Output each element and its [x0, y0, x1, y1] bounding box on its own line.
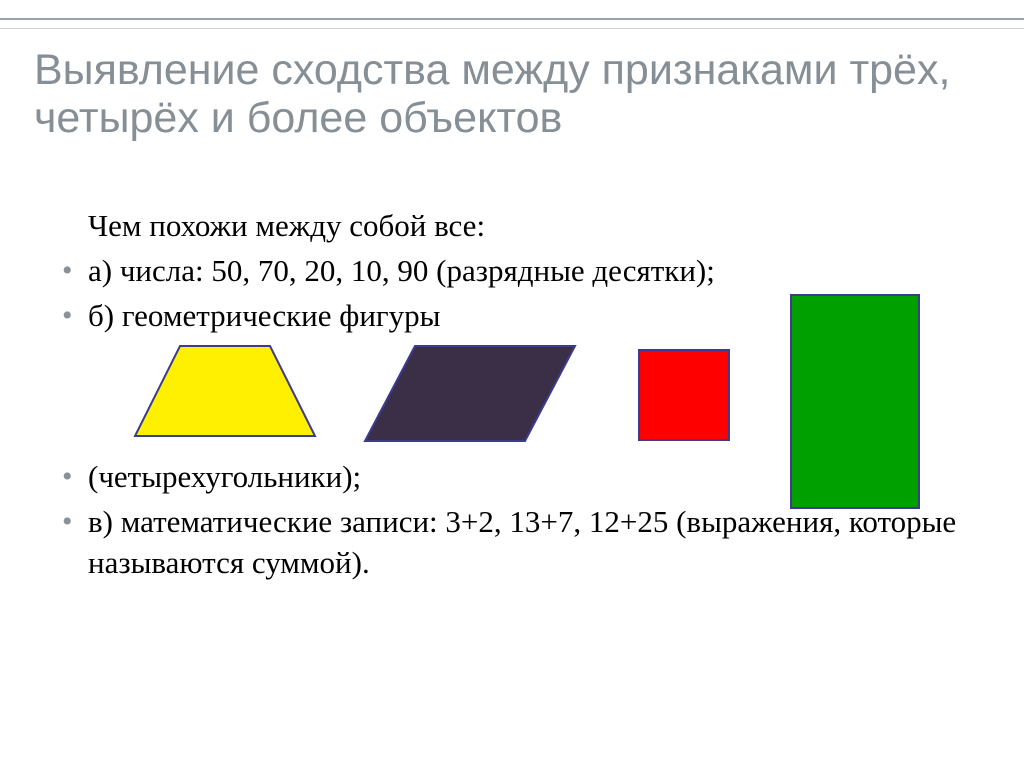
trapezoid-shape	[130, 341, 320, 441]
parallelogram-polygon	[365, 346, 575, 441]
top-rule	[0, 18, 1024, 20]
slide-title: Выявление сходства между признаками трёх…	[34, 46, 984, 142]
square-shape	[638, 349, 730, 441]
bullet-c: в) математические записи: 3+2, 13+7, 12+…	[60, 502, 974, 584]
green-rectangle-shape	[790, 294, 920, 509]
intro-line: Чем похожи между собой все:	[60, 206, 974, 247]
green-rect	[791, 295, 919, 508]
bullet-a: а) числа: 50, 70, 20, 10, 90 (разрядные …	[60, 251, 974, 292]
parallelogram-shape	[360, 341, 580, 446]
top-rule-secondary	[0, 28, 1024, 29]
square-rect	[639, 350, 729, 440]
slide: Выявление сходства между признаками трёх…	[0, 0, 1024, 767]
trapezoid-polygon	[135, 346, 315, 436]
